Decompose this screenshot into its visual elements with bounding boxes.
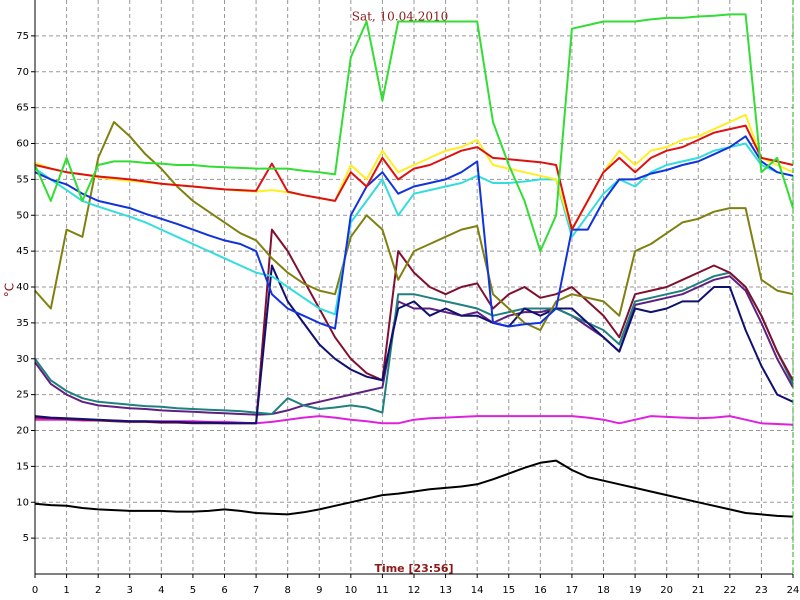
x-tick-label: 3 xyxy=(127,585,133,596)
series-line xyxy=(34,135,794,330)
y-tick-label: 10 xyxy=(16,497,29,508)
series-line xyxy=(34,459,794,518)
y-tick-label: 30 xyxy=(16,354,29,365)
series-line xyxy=(34,271,794,415)
x-tick-label: 24 xyxy=(787,585,800,596)
x-tick-label: 12 xyxy=(408,585,421,596)
x-tick-label: 13 xyxy=(439,585,452,596)
x-tick-label: 4 xyxy=(158,585,164,596)
x-tick-label: 16 xyxy=(534,585,547,596)
x-tick-label: 11 xyxy=(376,585,389,596)
x-tick-label: 14 xyxy=(471,585,484,596)
y-tick-label: 70 xyxy=(16,67,29,78)
series-line xyxy=(34,142,794,316)
series-line xyxy=(34,13,794,253)
plot-lines xyxy=(34,13,794,518)
x-tick-label: 21 xyxy=(692,585,705,596)
y-tick-label: 55 xyxy=(16,174,29,185)
chart-title: Sat, 10.04.2010 xyxy=(352,10,449,24)
x-tick-label: 23 xyxy=(755,585,768,596)
x-tick-label: 7 xyxy=(253,585,259,596)
series-line xyxy=(34,264,794,425)
x-tick-label: 17 xyxy=(566,585,579,596)
y-tick-label: 20 xyxy=(16,426,29,437)
y-tick-label: 65 xyxy=(16,103,29,114)
x-tick-label: 2 xyxy=(95,585,101,596)
tick-labels: 0 1 2 3 4 5 6 7 8 9 10 11 12 13 14 15 16 17 18 19 20 21 22 23 24… xyxy=(16,31,799,596)
x-tick-label: 5 xyxy=(190,585,196,596)
y-tick-label: 25 xyxy=(16,390,29,401)
x-axis-label: Time [23:56] xyxy=(374,562,453,575)
y-tick-label: 40 xyxy=(16,282,29,293)
x-tick-label: 10 xyxy=(344,585,357,596)
series-line xyxy=(34,121,794,332)
series-line xyxy=(34,275,794,416)
series-line xyxy=(34,124,794,231)
y-tick-label: 50 xyxy=(16,210,29,221)
y-tick-label: 45 xyxy=(16,246,29,257)
y-axis-label: °C xyxy=(3,283,17,297)
x-tick-label: 19 xyxy=(629,585,642,596)
x-tick-label: 9 xyxy=(316,585,322,596)
y-tick-label: 15 xyxy=(16,461,29,472)
x-tick-label: 20 xyxy=(660,585,673,596)
x-tick-label: 15 xyxy=(502,585,515,596)
x-tick-label: 22 xyxy=(723,585,736,596)
y-tick-label: 5 xyxy=(23,533,29,544)
y-tick-label: 60 xyxy=(16,139,29,150)
x-tick-label: 0 xyxy=(32,585,38,596)
x-tick-label: 6 xyxy=(221,585,227,596)
x-tick-label: 8 xyxy=(284,585,290,596)
x-tick-label: 1 xyxy=(63,585,69,596)
x-tick-label: 18 xyxy=(597,585,610,596)
y-tick-label: 35 xyxy=(16,318,29,329)
y-tick-label: 75 xyxy=(16,31,29,42)
